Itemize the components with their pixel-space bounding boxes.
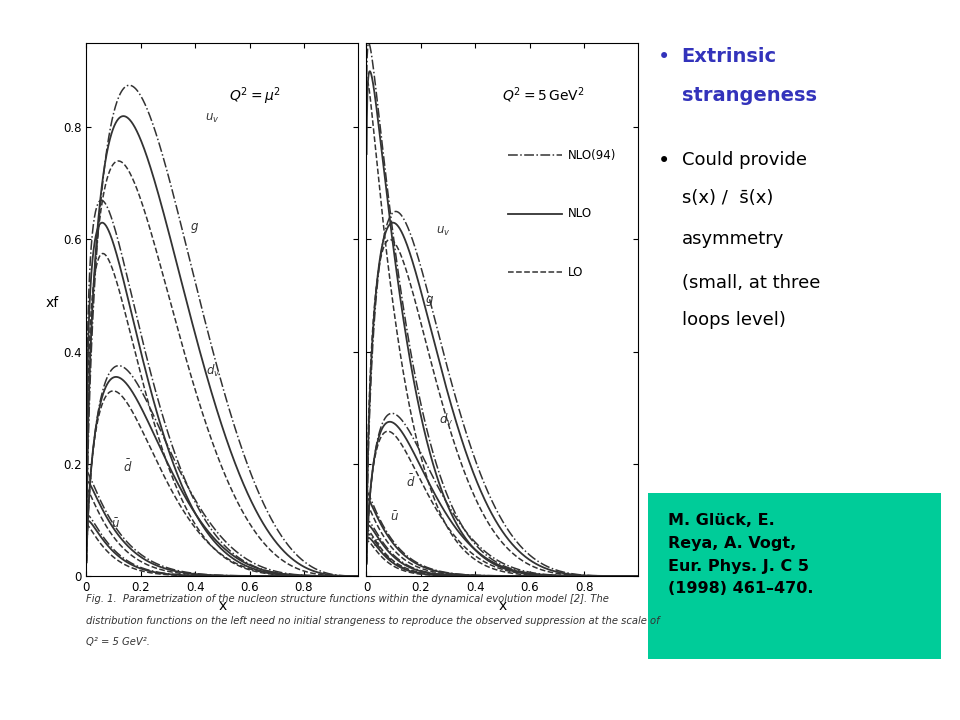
Text: $d_v$: $d_v$	[439, 412, 453, 428]
Text: •: •	[658, 151, 670, 171]
Text: $g$: $g$	[425, 294, 434, 308]
Text: Extrinsic: Extrinsic	[682, 47, 777, 66]
Text: Could provide: Could provide	[682, 151, 806, 169]
Text: NLO(94): NLO(94)	[567, 148, 616, 161]
Text: Q² = 5 GeV².: Q² = 5 GeV².	[86, 637, 151, 647]
Text: $u_v$: $u_v$	[204, 112, 219, 125]
Text: s(x) /  s̄(x): s(x) / s̄(x)	[682, 189, 773, 207]
Text: $u_v$: $u_v$	[436, 225, 450, 238]
Text: strangeness: strangeness	[682, 86, 817, 105]
Y-axis label: xf: xf	[45, 296, 59, 310]
Text: NLO: NLO	[567, 207, 591, 220]
Text: •: •	[658, 47, 670, 67]
Text: $Q^2 = \mu^2$: $Q^2 = \mu^2$	[228, 86, 281, 107]
Text: $s$: $s$	[373, 536, 381, 549]
Text: $\bar{u}$: $\bar{u}$	[110, 517, 120, 531]
Text: $\bar{u}$: $\bar{u}$	[390, 510, 398, 524]
X-axis label: x: x	[218, 600, 227, 613]
Text: M. Glück, E.
Reya, A. Vogt,
Eur. Phys. J. C 5
(1998) 461–470.: M. Glück, E. Reya, A. Vogt, Eur. Phys. J…	[668, 513, 814, 596]
Text: $\bar{d}$: $\bar{d}$	[123, 459, 132, 475]
Text: loops level): loops level)	[682, 311, 785, 329]
Text: LO: LO	[567, 266, 583, 279]
Text: $Q^2 = 5\,\mathrm{GeV}^2$: $Q^2 = 5\,\mathrm{GeV}^2$	[502, 86, 585, 105]
Text: Fig. 1.  Parametrization of the nucleon structure functions within the dynamical: Fig. 1. Parametrization of the nucleon s…	[86, 594, 610, 604]
Text: distribution functions on the left need no initial strangeness to reproduce the : distribution functions on the left need …	[86, 616, 660, 626]
Text: (small, at three: (small, at three	[682, 274, 820, 292]
Text: $\bar{d}$: $\bar{d}$	[406, 474, 416, 490]
Text: $d_v$: $d_v$	[206, 364, 221, 379]
Text: asymmetry: asymmetry	[682, 230, 784, 248]
Text: $g$: $g$	[190, 221, 199, 235]
X-axis label: x: x	[498, 600, 507, 613]
